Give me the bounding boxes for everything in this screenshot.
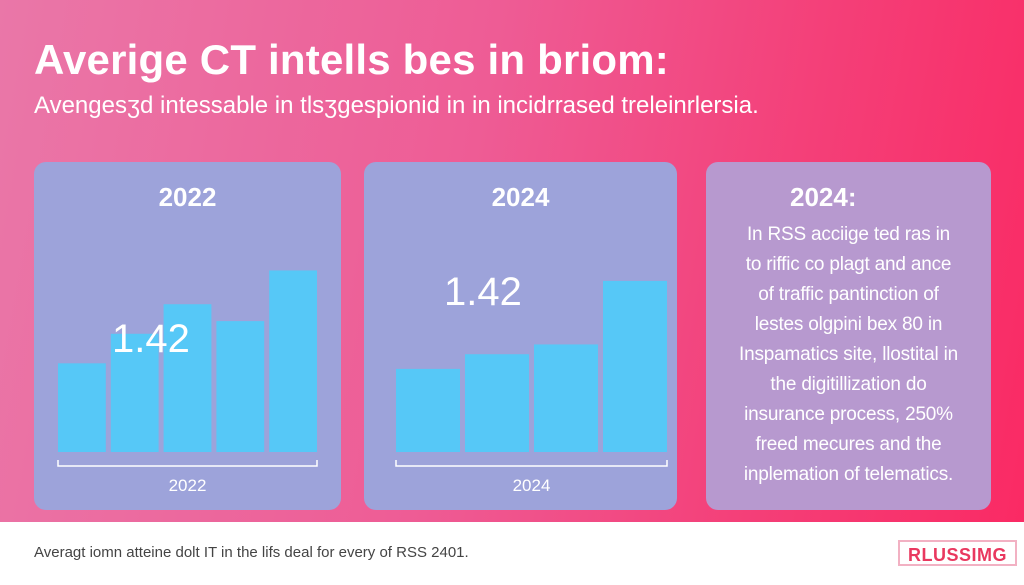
bar — [110, 333, 159, 452]
info-card: 2024: In RSS acciige ted ras in to riffi… — [706, 162, 991, 510]
chart-panel-title: 2024 — [491, 182, 550, 212]
value-label: 1.42 — [112, 317, 190, 361]
hero-banner: Averige CT intells bes in briom: Avenges… — [0, 0, 1024, 522]
bar — [465, 354, 529, 452]
x-axis-label: 2024 — [513, 476, 551, 495]
bar-chart-2024: 2024 1.42 — [395, 270, 668, 495]
brand-logo: RLUSSIMG — [898, 540, 1018, 566]
bar — [269, 270, 317, 452]
chart-card-2024: 2024 2024 1.42 — [364, 162, 677, 510]
bar — [216, 321, 265, 452]
page-title: Averige CT intells bes in briom: — [34, 36, 669, 83]
x-axis-label: 2022 — [169, 476, 207, 495]
bar-chart-2022: 2022 1.42 — [57, 270, 318, 495]
bar — [603, 280, 667, 452]
page-subtitle: Avengesʒd intessable in tlsʒgespionid in… — [34, 92, 759, 119]
x-axis-line — [395, 460, 668, 467]
x-axis-line — [57, 460, 318, 467]
footer-bar: Averagt iomn atteine dolt IT in the lifs… — [0, 522, 1024, 585]
info-card-text: In RSS acciige ted ras in to riffic co p… — [739, 224, 958, 485]
bar — [534, 344, 598, 452]
value-label: 1.42 — [444, 270, 522, 314]
chart-panel-title: 2022 — [158, 182, 217, 212]
bar — [163, 304, 212, 452]
bar — [58, 363, 106, 452]
chart-card-2022: 2022 2022 1.42 — [34, 162, 341, 510]
footer-note: Averagt iomn atteine dolt IT in the lifs… — [34, 544, 469, 561]
info-card-title: 2024: — [790, 182, 857, 212]
bar — [396, 368, 460, 452]
